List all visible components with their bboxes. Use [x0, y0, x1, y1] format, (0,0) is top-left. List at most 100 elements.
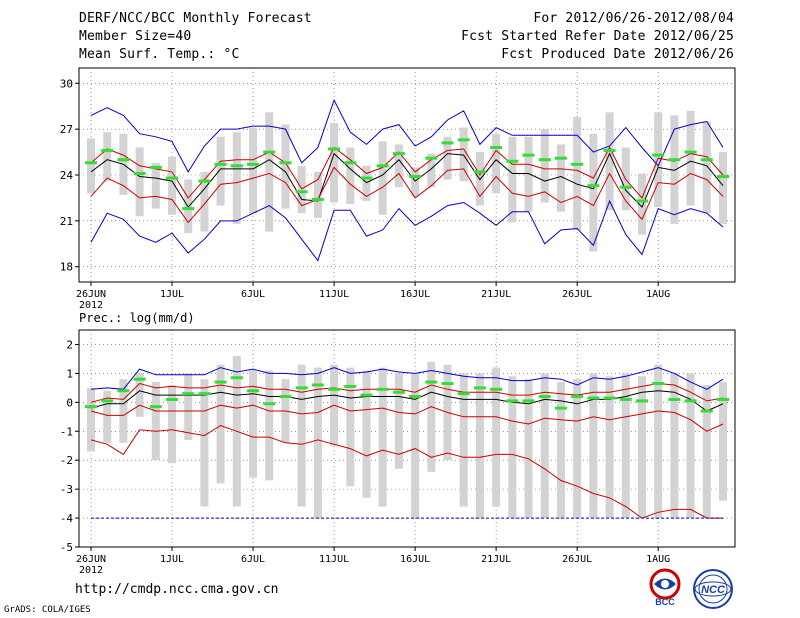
chart-title: DERF/NCC/BCC Monthly Forecast: [79, 11, 312, 26]
spread-bar: [87, 387, 95, 452]
spread-bar: [621, 373, 630, 519]
spread-bar: [427, 153, 436, 188]
spread-bar: [151, 162, 160, 209]
x-tick-label: 1JUL: [160, 289, 184, 300]
x-tick-label: 21JUL: [481, 289, 511, 300]
spread-bar: [540, 129, 549, 203]
y-tick-label: -5: [60, 541, 73, 554]
bcc-logo: BCC: [649, 568, 681, 607]
x-tick-label: 26JUL: [562, 289, 592, 300]
y-tick-label: 0: [66, 396, 73, 409]
x-tick-label: 1JUL: [160, 554, 184, 565]
spread-bar: [654, 364, 663, 519]
spread-bar: [265, 370, 274, 481]
spread-bar: [87, 138, 95, 194]
spread-bar: [168, 384, 177, 464]
series-line-upper: [90, 382, 724, 403]
spread-bar: [427, 361, 436, 472]
spread-bar: [524, 379, 533, 519]
spread-bar: [216, 136, 225, 206]
y-tick-label: -4: [60, 512, 74, 525]
x-tick-label: 11JUL: [319, 554, 349, 565]
x-tick-label: 6JUL: [241, 554, 265, 565]
series-line-lower: [90, 404, 724, 432]
x-tick-label: 21JUL: [481, 554, 511, 565]
spread-bar: [475, 373, 484, 519]
spread-bar: [459, 373, 468, 507]
spread-bar: [719, 152, 727, 224]
spread-bar: [200, 171, 209, 232]
spread-bar: [168, 156, 177, 215]
spread-bar: [394, 373, 403, 469]
y-tick-label: 21: [60, 215, 73, 228]
y-tick-label: 2: [66, 338, 73, 351]
spread-bar: [670, 373, 679, 519]
series-line-min: [90, 199, 724, 262]
forecast-produced-date: Fcst Produced Date 2012/06/26: [501, 47, 734, 62]
forecast-started-date: Fcst Started Refer Date 2012/06/25: [461, 29, 734, 44]
spread-bar: [119, 379, 128, 443]
spread-bar: [573, 116, 582, 231]
spread-bar: [573, 379, 582, 519]
spread-bar: [686, 110, 695, 206]
spread-bar: [702, 384, 711, 519]
spread-bar: [216, 364, 225, 484]
y-tick-label: 30: [60, 77, 73, 90]
spread-bar: [411, 167, 420, 197]
x-tick-label: 26JUN: [76, 554, 106, 565]
series-line-mean: [90, 152, 724, 208]
grads-credit: GrADS: COLA/IGES: [4, 605, 91, 615]
spread-bar: [297, 165, 306, 214]
spread-bar: [508, 136, 517, 223]
source-url[interactable]: http://cmdp.ncc.cma.gov.cn: [75, 582, 279, 597]
spread-bar: [135, 373, 144, 417]
series-line-max: [90, 367, 724, 390]
spread-bar: [249, 127, 258, 214]
y-tick-label: 27: [60, 123, 73, 136]
spread-bar: [232, 132, 241, 224]
x-tick-label: 1AUG: [646, 289, 670, 300]
spread-bar: [605, 376, 614, 519]
spread-bar: [378, 141, 387, 215]
spread-bar: [637, 376, 646, 519]
ncc-logo-text: NCC: [701, 584, 726, 596]
spread-bar: [103, 132, 112, 182]
spread-bar: [411, 373, 420, 519]
spread-bar: [670, 115, 679, 224]
spread-bar: [702, 121, 711, 214]
spread-bar: [459, 127, 468, 182]
spread-bar: [378, 367, 387, 507]
spread-bar: [492, 367, 501, 507]
y-tick-label: -1: [60, 425, 73, 438]
series-line-max: [90, 98, 724, 173]
spread-bar: [249, 370, 258, 478]
spread-bar: [524, 136, 533, 212]
series-line-upper: [90, 146, 724, 199]
y-tick-label: 24: [60, 169, 74, 182]
spread-bar: [103, 390, 112, 443]
spread-bar: [686, 373, 695, 519]
spread-bar: [265, 112, 274, 232]
x-year-label: 2012: [79, 565, 103, 576]
spread-bar: [346, 367, 355, 487]
series-line-mean: [90, 390, 724, 412]
x-tick-label: 1AUG: [646, 554, 670, 565]
spread-bar: [330, 123, 339, 203]
spread-bar: [281, 124, 290, 209]
spread-bar: [184, 373, 193, 440]
spread-bar: [346, 147, 355, 205]
spread-bar: [654, 112, 663, 208]
series-line-lower: [90, 166, 724, 224]
spread-bar: [556, 144, 565, 212]
x-tick-label: 26JUN: [76, 289, 106, 300]
spread-bar: [313, 171, 322, 218]
spread-bar: [719, 382, 727, 501]
x-tick-label: 16JUL: [400, 289, 430, 300]
spread-bar: [443, 136, 452, 180]
x-tick-label: 26JUL: [562, 554, 592, 565]
y-tick-label: 18: [60, 261, 73, 274]
x-tick-label: 11JUL: [319, 289, 349, 300]
spread-bar: [151, 382, 160, 461]
x-tick-label: 16JUL: [400, 554, 430, 565]
